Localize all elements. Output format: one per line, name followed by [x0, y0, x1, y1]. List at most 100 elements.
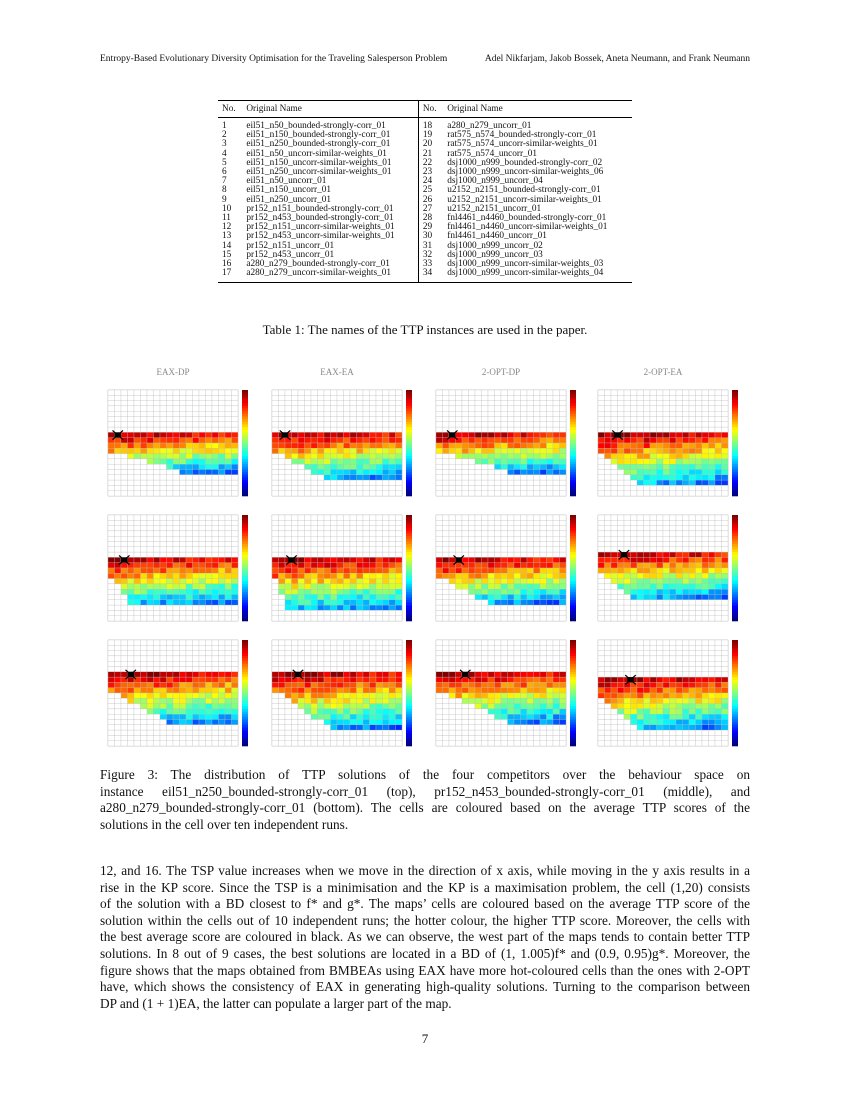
- heatmap-cell: [507, 578, 515, 585]
- colorbar: [570, 695, 576, 699]
- heatmap-cell: [278, 405, 286, 412]
- heatmap-cell: [291, 615, 299, 622]
- heatmap-cell: [146, 453, 154, 460]
- heatmap-cell: [120, 671, 128, 678]
- heatmap-cell: [278, 490, 286, 497]
- heatmap-cell: [468, 583, 476, 590]
- heatmap-cell: [656, 594, 664, 600]
- heatmap-cell: [166, 530, 174, 537]
- heatmap-cell: [526, 453, 534, 460]
- heatmap-cell: [474, 671, 482, 678]
- heatmap-cell: [323, 474, 331, 481]
- colorbar: [242, 488, 248, 491]
- heatmap-cell: [448, 708, 456, 715]
- heatmap-cell: [317, 395, 325, 401]
- heatmap-cell: [649, 639, 657, 646]
- heatmap-cell: [487, 578, 495, 585]
- heatmap-cell: [153, 432, 161, 438]
- colorbar: [732, 461, 738, 465]
- heatmap-cell: [500, 536, 508, 542]
- heatmap-cell: [304, 676, 312, 683]
- heatmap-cell: [669, 405, 677, 412]
- heatmap-cell: [218, 536, 226, 542]
- colorbar: [406, 429, 412, 433]
- heatmap-cell: [507, 735, 515, 741]
- heatmap-cell: [442, 583, 450, 590]
- heatmap-cell: [159, 432, 167, 438]
- heatmap-cell: [487, 395, 495, 401]
- colorbar: [242, 517, 248, 521]
- heatmap-cell: [284, 687, 292, 694]
- heatmap-cell: [271, 655, 279, 662]
- heatmap-cell: [218, 389, 226, 396]
- heatmap-cell: [291, 525, 299, 532]
- heatmap-cell: [487, 536, 495, 542]
- heatmap-cell: [185, 479, 193, 486]
- heatmap-cell: [636, 610, 644, 616]
- heatmap-cell: [721, 583, 729, 590]
- heatmap-cell: [375, 469, 383, 475]
- heatmap-cell: [610, 395, 618, 401]
- heatmap-cell: [714, 421, 722, 428]
- heatmap-cell: [494, 400, 502, 407]
- heatmap-cell: [310, 520, 318, 526]
- heatmap-cell: [507, 724, 515, 731]
- heatmap-cell: [114, 703, 122, 710]
- heatmap-cell: [435, 479, 443, 486]
- colorbar: [406, 560, 412, 563]
- heatmap-cell: [336, 514, 344, 521]
- heatmap-cell: [140, 479, 148, 486]
- heatmap-cell: [330, 589, 338, 595]
- heatmap-cell: [172, 405, 180, 412]
- heatmap-cell: [520, 724, 528, 731]
- heatmap-cell: [114, 666, 122, 672]
- heatmap-cell: [218, 514, 226, 521]
- heatmap-cell: [675, 583, 683, 590]
- heatmap-cell: [526, 599, 534, 606]
- heatmap-cell: [153, 520, 161, 526]
- heatmap-cell: [159, 740, 167, 747]
- heatmap-cell: [330, 525, 338, 532]
- heatmap-cell: [297, 594, 305, 600]
- heatmap-cell: [297, 546, 305, 553]
- heatmap-cell: [166, 719, 174, 725]
- heatmap-cell: [330, 604, 338, 611]
- heatmap-cell: [192, 724, 200, 731]
- heatmap-cell: [630, 536, 638, 542]
- heatmap-cell: [343, 541, 351, 547]
- heatmap-cell: [185, 594, 193, 600]
- heatmap-cell: [487, 479, 495, 486]
- heatmap-cell: [317, 536, 325, 542]
- heatmap-cell: [559, 514, 567, 521]
- colorbar: [732, 613, 738, 616]
- heatmap-cell: [448, 698, 456, 704]
- heatmap-cell: [539, 421, 547, 428]
- heatmap-cell: [133, 610, 141, 616]
- heatmap-cell: [375, 411, 383, 417]
- heatmap-cell: [695, 453, 703, 460]
- heatmap-cell: [643, 573, 651, 579]
- heatmap-cell: [708, 610, 716, 616]
- heatmap-cell: [231, 639, 239, 646]
- heatmap-cell: [552, 514, 560, 521]
- heatmap-cell: [224, 589, 232, 595]
- heatmap-cell: [623, 639, 631, 646]
- heatmap-cell: [172, 714, 180, 720]
- heatmap-cell: [356, 610, 364, 616]
- heatmap-cell: [526, 708, 534, 715]
- colorbar: [242, 560, 248, 563]
- heatmap-cell: [597, 520, 605, 526]
- heatmap-cell: [546, 645, 554, 651]
- heatmap-cell: [559, 474, 567, 481]
- heatmap-cell: [382, 469, 390, 475]
- heatmap-cell: [231, 703, 239, 710]
- heatmap-cell: [552, 645, 560, 651]
- heatmap-cell: [362, 682, 370, 688]
- heatmap-cell: [539, 639, 547, 646]
- heatmap-cell: [297, 474, 305, 481]
- heatmap-cell: [185, 735, 193, 741]
- heatmap-cell: [688, 448, 696, 454]
- heatmap-cell: [520, 666, 528, 672]
- heatmap-cell: [291, 719, 299, 725]
- heatmap-cell: [291, 692, 299, 699]
